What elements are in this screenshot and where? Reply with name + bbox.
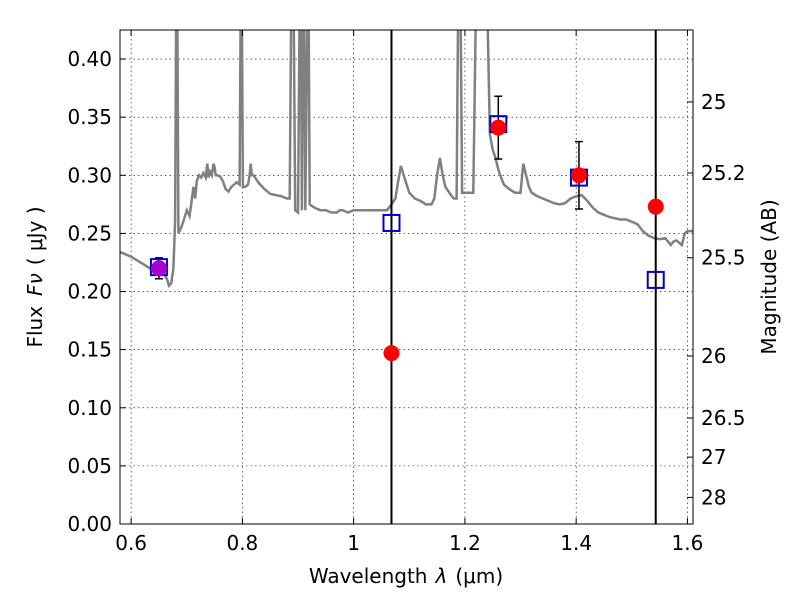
observed-point (647, 198, 664, 215)
y-axis-title: Flux Fν ( μJy ) (23, 206, 47, 347)
y-axis-title-symbol: Fν (23, 273, 47, 296)
y-tick-label: 0.35 (67, 105, 112, 129)
y-tick-label: 0.00 (67, 512, 112, 536)
observed-point (490, 119, 507, 136)
y2-tick-label: 26 (701, 344, 726, 368)
plot-frame (119, 29, 694, 525)
vertical-lines (390, 30, 657, 524)
y-tick-label: 0.30 (67, 163, 112, 187)
x-tick-label: 1.2 (449, 531, 481, 555)
y2-tick-label: 28 (701, 485, 726, 509)
y2-tick-label: 25 (701, 90, 726, 114)
y2-axis-ticks: 25 25.2 25.5 26 26.5 27 28 (687, 90, 746, 509)
observed-point (383, 345, 400, 362)
y-tick-label: 0.05 (67, 454, 112, 478)
observed-point (150, 260, 167, 277)
observed-point (570, 167, 587, 184)
y-axis-title-text: Flux (23, 306, 47, 348)
x-axis-title-text: Wavelength (309, 564, 428, 588)
x-axis-ticks: 0.6 0.8 1 1.2 1.4 1.6 (115, 30, 703, 555)
y-tick-label: 0.25 (67, 221, 112, 245)
y2-axis-title: Magnitude (AB) (757, 199, 781, 354)
model-point-square (646, 270, 665, 289)
y2-tick-label: 27 (701, 445, 726, 469)
x-tick-label: 1.6 (672, 531, 704, 555)
model-point-square (382, 213, 401, 232)
y-axis-title-unit: ( μJy ) (23, 206, 47, 265)
y-tick-label: 0.15 (67, 338, 112, 362)
x-axis-title-unit: (μm) (455, 564, 503, 588)
y-tick-label: 0.40 (67, 47, 112, 71)
y-axis-ticks: 0.00 0.05 0.10 0.15 0.20 0.25 0.30 0.35 0.40 (67, 47, 126, 536)
y2-tick-label: 25.2 (701, 161, 746, 185)
x-tick-label: 1 (347, 531, 360, 555)
x-axis-title-symbol: λ (435, 564, 448, 588)
y2-tick-label: 25.5 (701, 246, 746, 270)
data-points (149, 95, 665, 362)
x-tick-label: 0.6 (115, 531, 147, 555)
y-tick-label: 0.10 (67, 396, 112, 420)
x-tick-label: 0.8 (226, 531, 258, 555)
x-tick-label: 1.4 (560, 531, 592, 555)
y-tick-label: 0.20 (67, 280, 112, 304)
x-axis-title: Wavelength λ (μm) (309, 564, 503, 588)
y2-tick-label: 26.5 (701, 406, 746, 430)
model-spectrum-line (120, 30, 693, 289)
